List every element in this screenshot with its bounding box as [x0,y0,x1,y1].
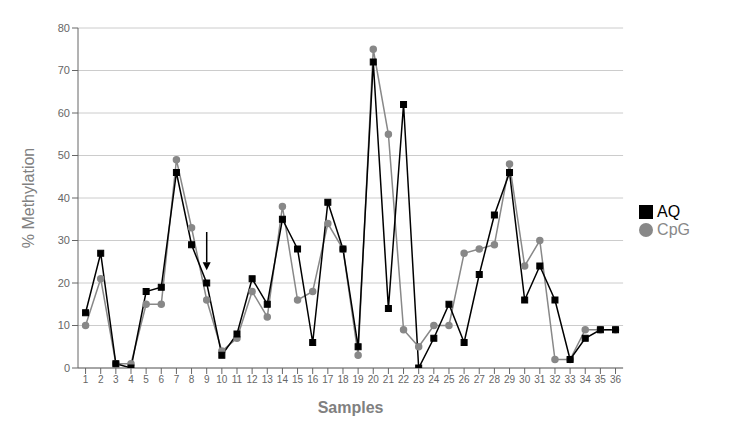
svg-text:26: 26 [459,374,471,385]
svg-text:10: 10 [216,374,228,385]
html-text:AQ: AQ [657,202,681,220]
svg-text:Samples: Samples [318,399,384,416]
svg-text:21: 21 [383,374,395,385]
html-text:CpG: CpG [657,220,690,238]
svg-text:6: 6 [158,374,164,385]
svg-text:60: 60 [58,107,70,119]
svg-text:20: 20 [368,374,380,385]
svg-text:12: 12 [247,374,259,385]
svg-text:70: 70 [58,64,70,76]
svg-text:11: 11 [232,374,243,385]
svg-text:25: 25 [443,374,455,385]
svg-text:29: 29 [504,374,516,385]
svg-text:4: 4 [128,374,134,385]
svg-text:30: 30 [58,234,70,246]
svg-text:32: 32 [549,374,561,385]
svg-text:1: 1 [83,374,89,385]
svg-text:15: 15 [292,374,304,385]
svg-text:0: 0 [64,362,70,374]
svg-text:7: 7 [174,374,180,385]
svg-text:16: 16 [307,374,319,385]
svg-text:% Methylation: % Methylation [20,148,37,249]
svg-text:10: 10 [58,319,70,331]
svg-text:40: 40 [58,192,70,204]
svg-text:27: 27 [474,374,486,385]
svg-text:17: 17 [322,374,334,385]
svg-text:50: 50 [58,149,70,161]
svg-text:30: 30 [519,374,531,385]
svg-text:28: 28 [489,374,501,385]
svg-text:18: 18 [337,374,349,385]
svg-text:19: 19 [353,374,365,385]
svg-text:8: 8 [189,374,195,385]
svg-text:34: 34 [580,374,592,385]
svg-text:31: 31 [534,374,546,385]
svg-text:20: 20 [58,277,70,289]
svg-text:14: 14 [277,374,289,385]
svg-text:23: 23 [413,374,425,385]
svg-text:2: 2 [98,374,104,385]
svg-text:35: 35 [595,374,607,385]
svg-text:9: 9 [204,374,210,385]
svg-text:36: 36 [610,374,622,385]
svg-text:13: 13 [262,374,274,385]
svg-text:3: 3 [113,374,119,385]
svg-text:22: 22 [398,374,410,385]
svg-text:5: 5 [143,374,149,385]
svg-text:80: 80 [58,22,70,34]
svg-text:24: 24 [428,374,440,385]
svg-text:33: 33 [565,374,577,385]
